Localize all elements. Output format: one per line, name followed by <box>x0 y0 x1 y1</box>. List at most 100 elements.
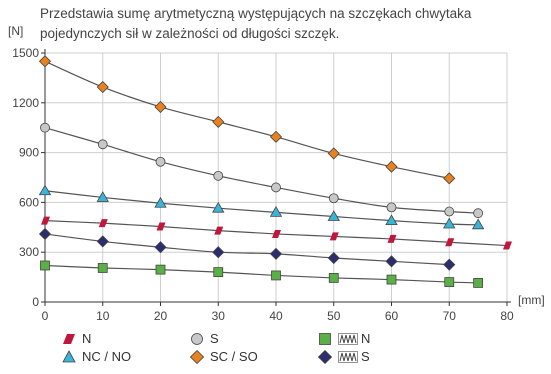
data-point <box>328 273 339 283</box>
data-point <box>385 255 398 268</box>
legend-marker-icon <box>62 349 76 364</box>
data-point <box>212 115 225 128</box>
data-point <box>443 217 456 229</box>
x-tick-label: 0 <box>42 309 49 323</box>
data-point <box>385 214 398 226</box>
spring-icon <box>338 350 358 363</box>
data-point <box>155 156 166 167</box>
data-point <box>213 170 224 181</box>
data-point <box>154 196 167 208</box>
data-point <box>386 274 397 285</box>
data-point <box>97 263 108 273</box>
data-point <box>213 267 224 278</box>
data-point <box>38 184 52 196</box>
x-axis-label: [mm] <box>518 293 545 307</box>
legend-item: N <box>318 331 370 346</box>
data-point <box>38 55 52 68</box>
series-line <box>44 190 479 226</box>
legend-marker-icon <box>317 349 333 364</box>
legend-label: NC / NO <box>82 349 132 364</box>
x-tick-label: 70 <box>443 309 457 323</box>
legend-label: N <box>361 331 371 346</box>
data-point <box>445 238 455 247</box>
data-point <box>473 208 484 219</box>
series-4 <box>40 260 484 288</box>
data-point <box>272 229 281 238</box>
y-axis-label: [N] <box>8 24 24 38</box>
data-point <box>269 206 283 217</box>
legend-marker-icon <box>189 349 205 364</box>
data-point <box>473 278 484 288</box>
chart-title: Przedstawia sumę arytmetyczną występując… <box>40 6 472 41</box>
legend-label: SC / SO <box>210 349 258 364</box>
legend-label: S <box>210 331 219 346</box>
data-point <box>471 218 485 230</box>
spring-icon <box>338 332 358 345</box>
data-point <box>41 216 50 225</box>
data-point <box>155 264 166 275</box>
data-point <box>40 122 50 133</box>
series-line <box>44 60 450 179</box>
data-point <box>96 235 109 248</box>
data-point <box>327 147 340 160</box>
legend-item: N <box>62 331 91 346</box>
data-point <box>40 260 50 271</box>
data-point <box>156 222 166 231</box>
legend-item: NC / NO <box>62 349 131 364</box>
data-point <box>96 80 109 94</box>
data-point <box>443 172 456 185</box>
data-point <box>444 277 455 287</box>
x-tick-label: 10 <box>96 309 110 323</box>
data-point <box>269 130 283 143</box>
data-point <box>385 160 398 173</box>
data-point <box>96 191 109 202</box>
legend-item: S <box>317 349 370 364</box>
data-point <box>329 232 339 241</box>
y-tick-label: 900 <box>19 146 39 160</box>
legend-label: N <box>82 331 92 346</box>
series-layer <box>38 55 512 288</box>
data-point <box>503 241 512 250</box>
y-tick-label: 1500 <box>12 46 39 60</box>
data-point <box>328 193 339 204</box>
x-tick-label: 30 <box>212 309 226 323</box>
x-tick-label: 80 <box>500 309 514 323</box>
legend-marker-icon <box>62 332 76 346</box>
data-point <box>214 226 224 235</box>
data-point <box>269 247 283 260</box>
series-line <box>44 264 479 284</box>
legend-item: SC / SO <box>189 349 258 364</box>
x-tick-label: 60 <box>385 309 399 323</box>
data-point <box>271 270 281 281</box>
x-tick-label: 20 <box>154 309 168 323</box>
y-tick-label: 600 <box>19 195 39 209</box>
axes: 0 300 600 900 1200 1500 0 10 20 30 40 50 60 70 80 <box>12 46 514 323</box>
legend-label: S <box>361 349 370 364</box>
series-line <box>44 127 479 214</box>
series-5 <box>38 227 456 271</box>
data-point <box>327 210 340 221</box>
legend-item: S <box>190 331 219 346</box>
x-tick-label: 50 <box>327 309 341 323</box>
y-tick-label: 300 <box>19 245 39 259</box>
data-point <box>386 202 397 213</box>
data-point <box>38 227 52 241</box>
series-1 <box>38 184 485 230</box>
y-tick-label: 0 <box>32 295 39 309</box>
series-0 <box>41 216 512 250</box>
data-point <box>154 241 167 254</box>
data-point <box>443 258 456 271</box>
legend-marker-icon <box>318 332 332 346</box>
data-point <box>327 251 340 265</box>
data-point <box>98 219 108 228</box>
series-3 <box>38 55 456 185</box>
data-point <box>444 206 455 217</box>
series-2 <box>40 122 484 219</box>
data-point <box>271 182 281 193</box>
data-point <box>387 234 397 243</box>
legend-marker-icon <box>190 332 204 346</box>
grid <box>45 52 508 302</box>
x-tick-label: 40 <box>269 309 283 323</box>
data-point <box>97 139 108 150</box>
